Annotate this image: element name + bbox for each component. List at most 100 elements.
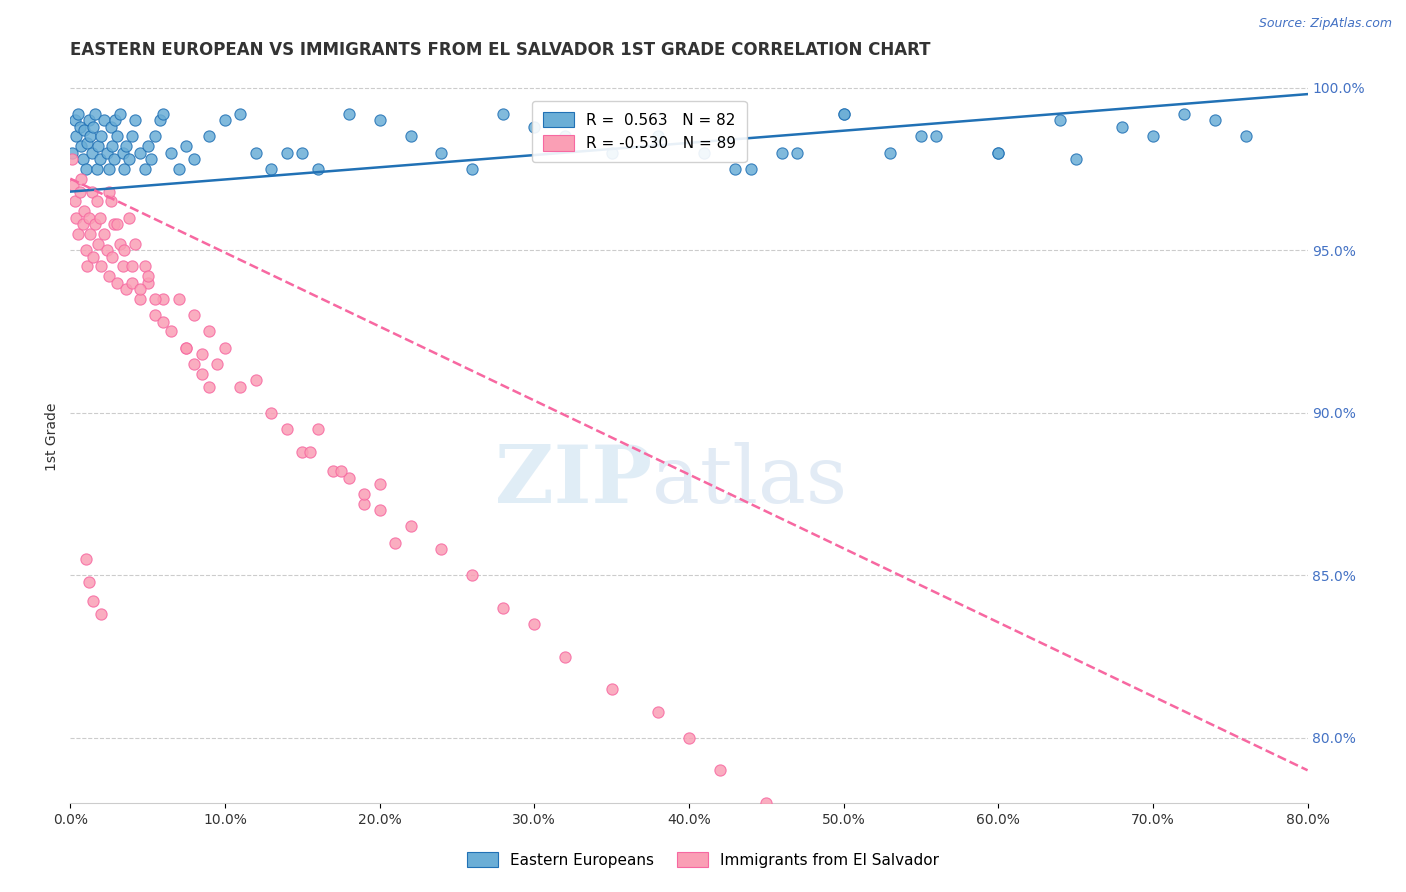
Point <box>832 106 855 120</box>
Point <box>554 129 576 144</box>
Point <box>79 129 101 144</box>
Point <box>82 594 105 608</box>
Text: ZIP: ZIP <box>495 442 652 520</box>
Point <box>770 145 793 160</box>
Point <box>368 503 391 517</box>
Point <box>70 139 93 153</box>
Point <box>90 260 112 274</box>
Point <box>399 519 422 533</box>
Point <box>72 217 94 231</box>
Point <box>1204 113 1226 128</box>
Point <box>740 161 762 176</box>
Point <box>214 341 236 355</box>
Point <box>152 106 174 120</box>
Point <box>75 161 97 176</box>
Point <box>276 422 298 436</box>
Point <box>1049 113 1071 128</box>
Point <box>86 194 108 209</box>
Point <box>1064 152 1087 166</box>
Point <box>245 145 267 160</box>
Text: atlas: atlas <box>652 442 846 520</box>
Point <box>276 145 298 160</box>
Point <box>152 292 174 306</box>
Point <box>104 113 127 128</box>
Point <box>90 129 112 144</box>
Point <box>96 145 118 160</box>
Point <box>118 211 141 225</box>
Point <box>554 649 576 664</box>
Point <box>183 152 205 166</box>
Point <box>98 185 120 199</box>
Point <box>103 217 125 231</box>
Point <box>114 243 135 257</box>
Point <box>129 282 152 296</box>
Point <box>139 152 162 166</box>
Point <box>75 243 97 257</box>
Point <box>492 600 515 615</box>
Text: EASTERN EUROPEAN VS IMMIGRANTS FROM EL SALVADOR 1ST GRADE CORRELATION CHART: EASTERN EUROPEAN VS IMMIGRANTS FROM EL S… <box>70 41 931 59</box>
Point <box>77 113 100 128</box>
Point <box>67 227 90 241</box>
Point <box>124 236 146 251</box>
Point <box>76 136 98 150</box>
Point <box>69 120 91 134</box>
Point <box>1111 120 1133 134</box>
Point <box>198 129 221 144</box>
Point <box>72 152 94 166</box>
Point <box>925 129 948 144</box>
Point <box>260 406 283 420</box>
Point <box>291 444 314 458</box>
Point <box>136 276 159 290</box>
Point <box>62 178 84 193</box>
Point <box>136 139 159 153</box>
Point <box>87 236 110 251</box>
Point <box>82 120 105 134</box>
Point <box>89 211 111 225</box>
Point <box>111 145 134 160</box>
Legend: Eastern Europeans, Immigrants from El Salvador: Eastern Europeans, Immigrants from El Sa… <box>460 844 946 875</box>
Point <box>160 145 183 160</box>
Point <box>724 161 747 176</box>
Point <box>93 113 115 128</box>
Point <box>63 113 86 128</box>
Point <box>291 145 314 160</box>
Point <box>101 250 124 264</box>
Legend: R =  0.563   N = 82, R = -0.530   N = 89: R = 0.563 N = 82, R = -0.530 N = 89 <box>533 101 747 162</box>
Point <box>368 477 391 491</box>
Point <box>523 120 546 134</box>
Point <box>121 260 143 274</box>
Text: Source: ZipAtlas.com: Source: ZipAtlas.com <box>1258 17 1392 29</box>
Point <box>77 211 100 225</box>
Point <box>76 260 98 274</box>
Point <box>80 145 103 160</box>
Point <box>191 347 214 361</box>
Point <box>755 796 778 810</box>
Point <box>60 152 83 166</box>
Point <box>322 464 344 478</box>
Point <box>77 574 100 589</box>
Point <box>111 260 134 274</box>
Point <box>129 292 152 306</box>
Point <box>98 161 120 176</box>
Point <box>114 161 135 176</box>
Point <box>73 123 96 137</box>
Point <box>647 705 669 719</box>
Point <box>84 106 107 120</box>
Point <box>87 139 110 153</box>
Point <box>152 315 174 329</box>
Point <box>105 129 128 144</box>
Point <box>174 341 197 355</box>
Point <box>79 227 101 241</box>
Point <box>121 129 143 144</box>
Point <box>121 276 143 290</box>
Point <box>801 828 824 842</box>
Point <box>115 139 138 153</box>
Point <box>229 380 252 394</box>
Point <box>69 185 91 199</box>
Point <box>65 129 87 144</box>
Point <box>879 145 901 160</box>
Point <box>129 145 152 160</box>
Point <box>134 260 156 274</box>
Point <box>207 357 229 371</box>
Point <box>461 161 484 176</box>
